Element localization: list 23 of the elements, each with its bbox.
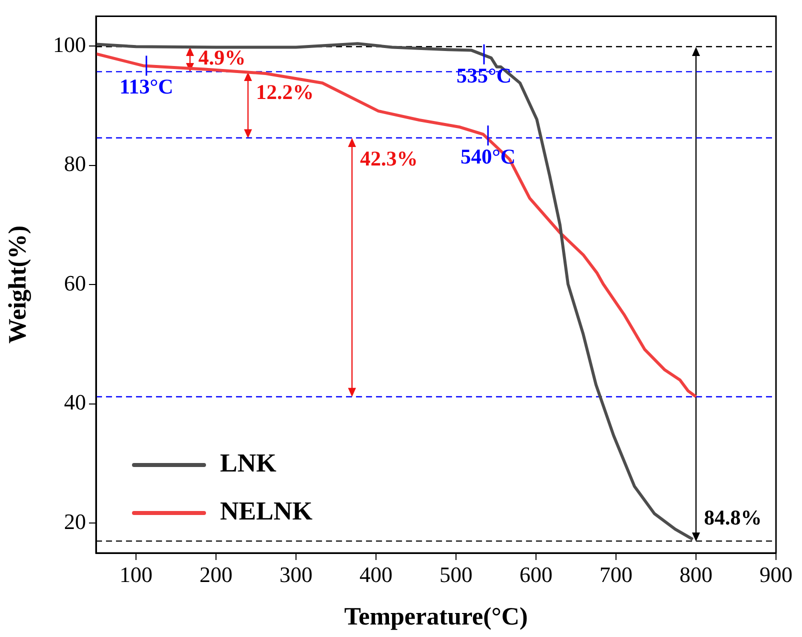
annotation: 113°C (119, 74, 174, 99)
x-tick-label: 800 (680, 562, 712, 587)
x-tick-label: 300 (280, 562, 312, 587)
x-tick-label: 700 (600, 562, 632, 587)
y-tick-label: 40 (64, 390, 86, 415)
x-tick-label: 900 (760, 562, 792, 587)
x-tick-label: 400 (360, 562, 392, 587)
y-tick-label: 60 (64, 270, 86, 296)
y-tick-label: 80 (64, 151, 86, 176)
x-tick-label: 200 (200, 562, 232, 587)
x-axis-title: Temperature(°C) (344, 603, 528, 630)
x-tick-label: 500 (440, 562, 472, 587)
annotation: 42.3% (360, 146, 418, 170)
y-tick-label: 100 (53, 32, 86, 57)
annotation: 4.9% (198, 46, 246, 70)
y-tick-label: 20 (64, 508, 86, 534)
x-tick-label: 600 (520, 562, 552, 587)
annotation: 12.2% (256, 80, 314, 104)
legend-label: LNK (220, 448, 278, 478)
y-axis-title: Weight(%) (4, 226, 32, 344)
legend-label: NELNK (220, 496, 314, 526)
annotation: 84.8% (704, 505, 762, 530)
x-tick-label: 100 (120, 562, 152, 587)
